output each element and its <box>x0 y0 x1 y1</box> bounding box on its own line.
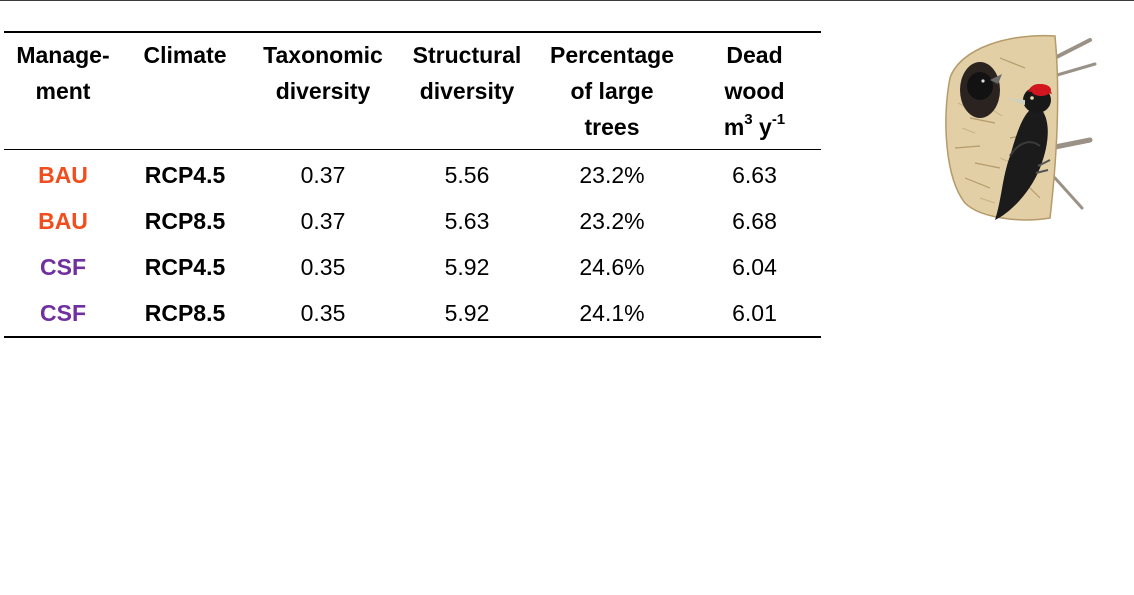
cell-structural-diversity: 5.92 <box>444 253 490 280</box>
table-header: Manage- ment Climate Taxonomic diversity… <box>4 32 821 150</box>
cell-large-trees: 23.2% <box>579 207 645 234</box>
cell-management: BAU <box>38 207 88 234</box>
table-body: BAU RCP4.5 0.37 5.56 23.2% 6.63 BAU RCP8.5 0.37 5… <box>4 150 821 337</box>
cell-taxonomic-diversity: 0.35 <box>300 253 346 280</box>
cell-structural-diversity: 5.92 <box>444 299 490 326</box>
cell-climate: RCP8.5 <box>144 207 226 234</box>
header-large-trees: Percentage of large trees <box>549 42 674 140</box>
table-row: BAU RCP8.5 0.37 5.63 23.2% 6.68 <box>4 198 821 244</box>
header-climate: Climate <box>143 42 227 68</box>
cell-structural-diversity: 5.56 <box>444 161 490 188</box>
header-structural-diversity: Structural diversity <box>412 42 522 104</box>
cell-management: CSF <box>40 253 86 280</box>
table-row: CSF RCP4.5 0.35 5.92 24.6% 6.04 <box>4 244 821 290</box>
cell-climate: RCP8.5 <box>144 299 226 326</box>
results-table: Manage- ment Climate Taxonomic diversity… <box>4 31 821 338</box>
header-dead-wood: Dead wood m3 y-1 <box>688 32 821 150</box>
table-row: BAU RCP4.5 0.37 5.56 23.2% 6.63 <box>4 150 821 199</box>
cell-management: BAU <box>38 161 88 188</box>
table-row: CSF RCP8.5 0.35 5.92 24.1% 6.01 <box>4 290 821 337</box>
cell-climate: RCP4.5 <box>144 161 226 188</box>
header-management: Manage- ment <box>16 42 110 104</box>
cell-large-trees: 23.2% <box>579 161 645 188</box>
cell-dead-wood: 6.63 <box>732 161 777 188</box>
header-taxonomic-diversity: Taxonomic diversity <box>263 42 383 104</box>
cell-dead-wood: 6.04 <box>732 253 777 280</box>
cell-taxonomic-diversity: 0.35 <box>300 299 346 326</box>
top-divider <box>0 0 1134 1</box>
cell-dead-wood: 6.01 <box>732 299 777 326</box>
cell-taxonomic-diversity: 0.37 <box>300 207 346 234</box>
cell-taxonomic-diversity: 0.37 <box>300 161 346 188</box>
woodpecker-illustration-icon <box>945 34 1097 221</box>
cell-large-trees: 24.1% <box>579 299 645 326</box>
cell-climate: RCP4.5 <box>144 253 226 280</box>
cell-large-trees: 24.6% <box>579 253 645 280</box>
cell-dead-wood: 6.68 <box>732 207 777 234</box>
results-table-container: Manage- ment Climate Taxonomic diversity… <box>4 31 821 338</box>
cell-management: CSF <box>40 299 86 326</box>
cell-structural-diversity: 5.63 <box>444 207 490 234</box>
dead-wood-unit: m3 y-1 <box>723 111 786 140</box>
